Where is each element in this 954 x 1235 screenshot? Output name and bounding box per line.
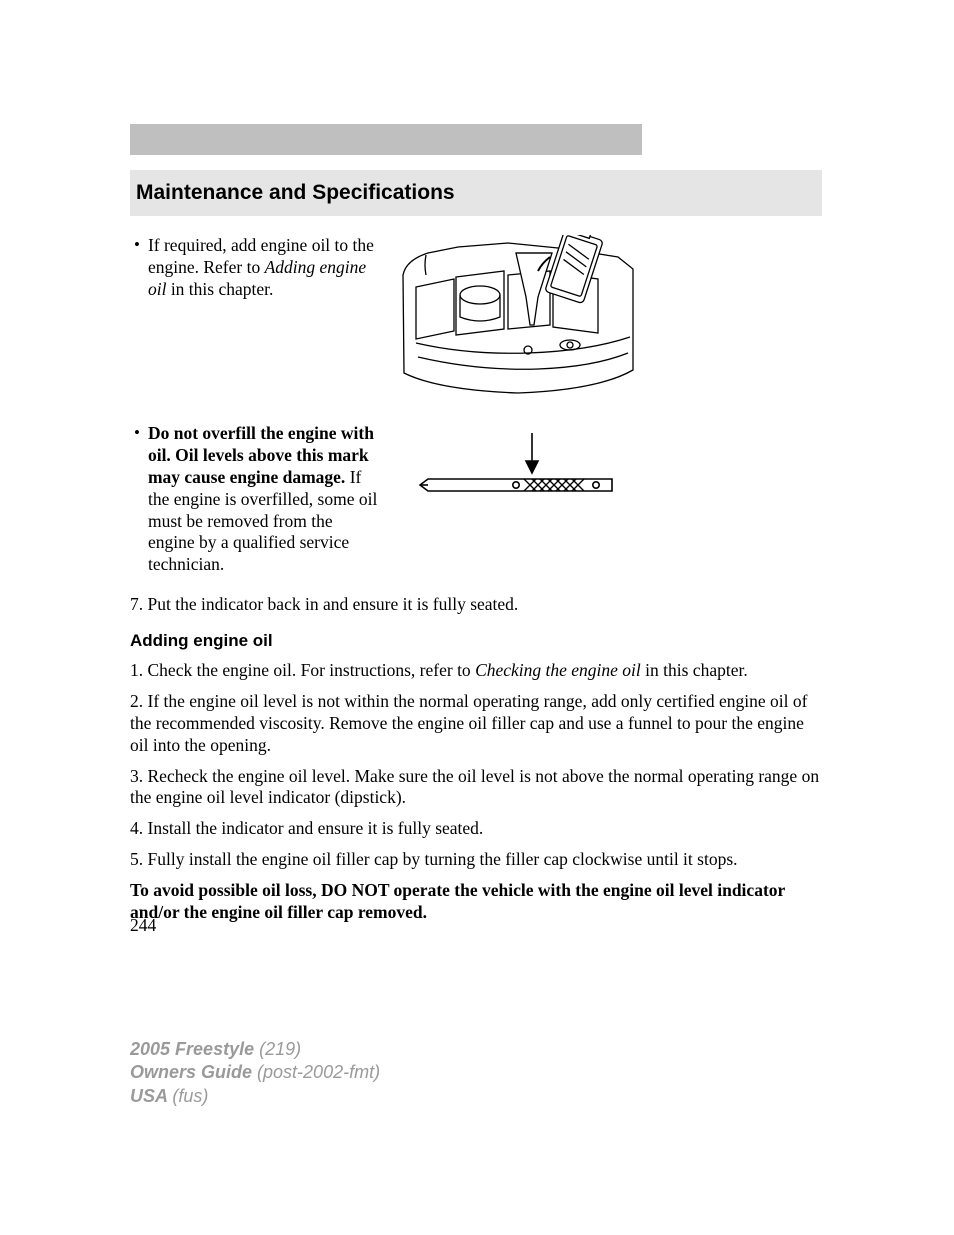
footer-line-1: 2005 Freestyle (219) (130, 1038, 380, 1061)
bullet2-text: • Do not overfill the engine with oil. O… (130, 423, 380, 576)
step-7: 7. Put the indicator back in and ensure … (130, 594, 822, 616)
footer-l1-bold: 2005 Freestyle (130, 1039, 259, 1059)
engine-illustration (398, 235, 822, 405)
bullet-dot: • (130, 235, 140, 301)
top-gray-bar (130, 124, 642, 155)
bullet1-tail: in this chapter. (166, 279, 273, 299)
section-title: Maintenance and Specifications (136, 181, 812, 205)
warning-text: To avoid possible oil loss, DO NOT opera… (130, 880, 822, 924)
step-4: 4. Install the indicator and ensure it i… (130, 818, 822, 840)
bullet2-bold: Do not overfill the engine with oil. Oil… (148, 423, 374, 487)
step1-tail: in this chapter. (641, 660, 748, 680)
bullet2-content: Do not overfill the engine with oil. Oil… (148, 423, 380, 576)
manual-page: Maintenance and Specifications • If requ… (0, 0, 954, 1235)
step1-ital: Checking the engine oil (475, 660, 641, 680)
subheading-adding-oil: Adding engine oil (130, 631, 822, 651)
step-5: 5. Fully install the engine oil filler c… (130, 849, 822, 871)
step-2: 2. If the engine oil level is not within… (130, 691, 822, 757)
footer-l1-rest: (219) (259, 1039, 301, 1059)
footer-line-3: USA (fus) (130, 1085, 380, 1108)
bullet1-content: If required, add engine oil to the engin… (148, 235, 380, 301)
step-3: 3. Recheck the engine oil level. Make su… (130, 766, 822, 810)
footer-line-2: Owners Guide (post-2002-fmt) (130, 1061, 380, 1084)
bullet-dot-2: • (130, 423, 140, 576)
footer-l2-rest: (post-2002-fmt) (257, 1062, 380, 1082)
page-number: 244 (130, 915, 156, 936)
footer-l3-bold: USA (130, 1086, 172, 1106)
footer-block: 2005 Freestyle (219) Owners Guide (post-… (130, 1038, 380, 1108)
dipstick-illustration (398, 423, 822, 509)
step-1: 1. Check the engine oil. For instruction… (130, 660, 822, 682)
section-header: Maintenance and Specifications (130, 170, 822, 216)
row-bullet2: • Do not overfill the engine with oil. O… (130, 423, 822, 576)
step1-lead: 1. Check the engine oil. For instruction… (130, 660, 475, 680)
bullet1-text: • If required, add engine oil to the eng… (130, 235, 380, 301)
footer-l3-rest: (fus) (172, 1086, 208, 1106)
row-bullet1: • If required, add engine oil to the eng… (130, 235, 822, 405)
footer-l2-bold: Owners Guide (130, 1062, 257, 1082)
